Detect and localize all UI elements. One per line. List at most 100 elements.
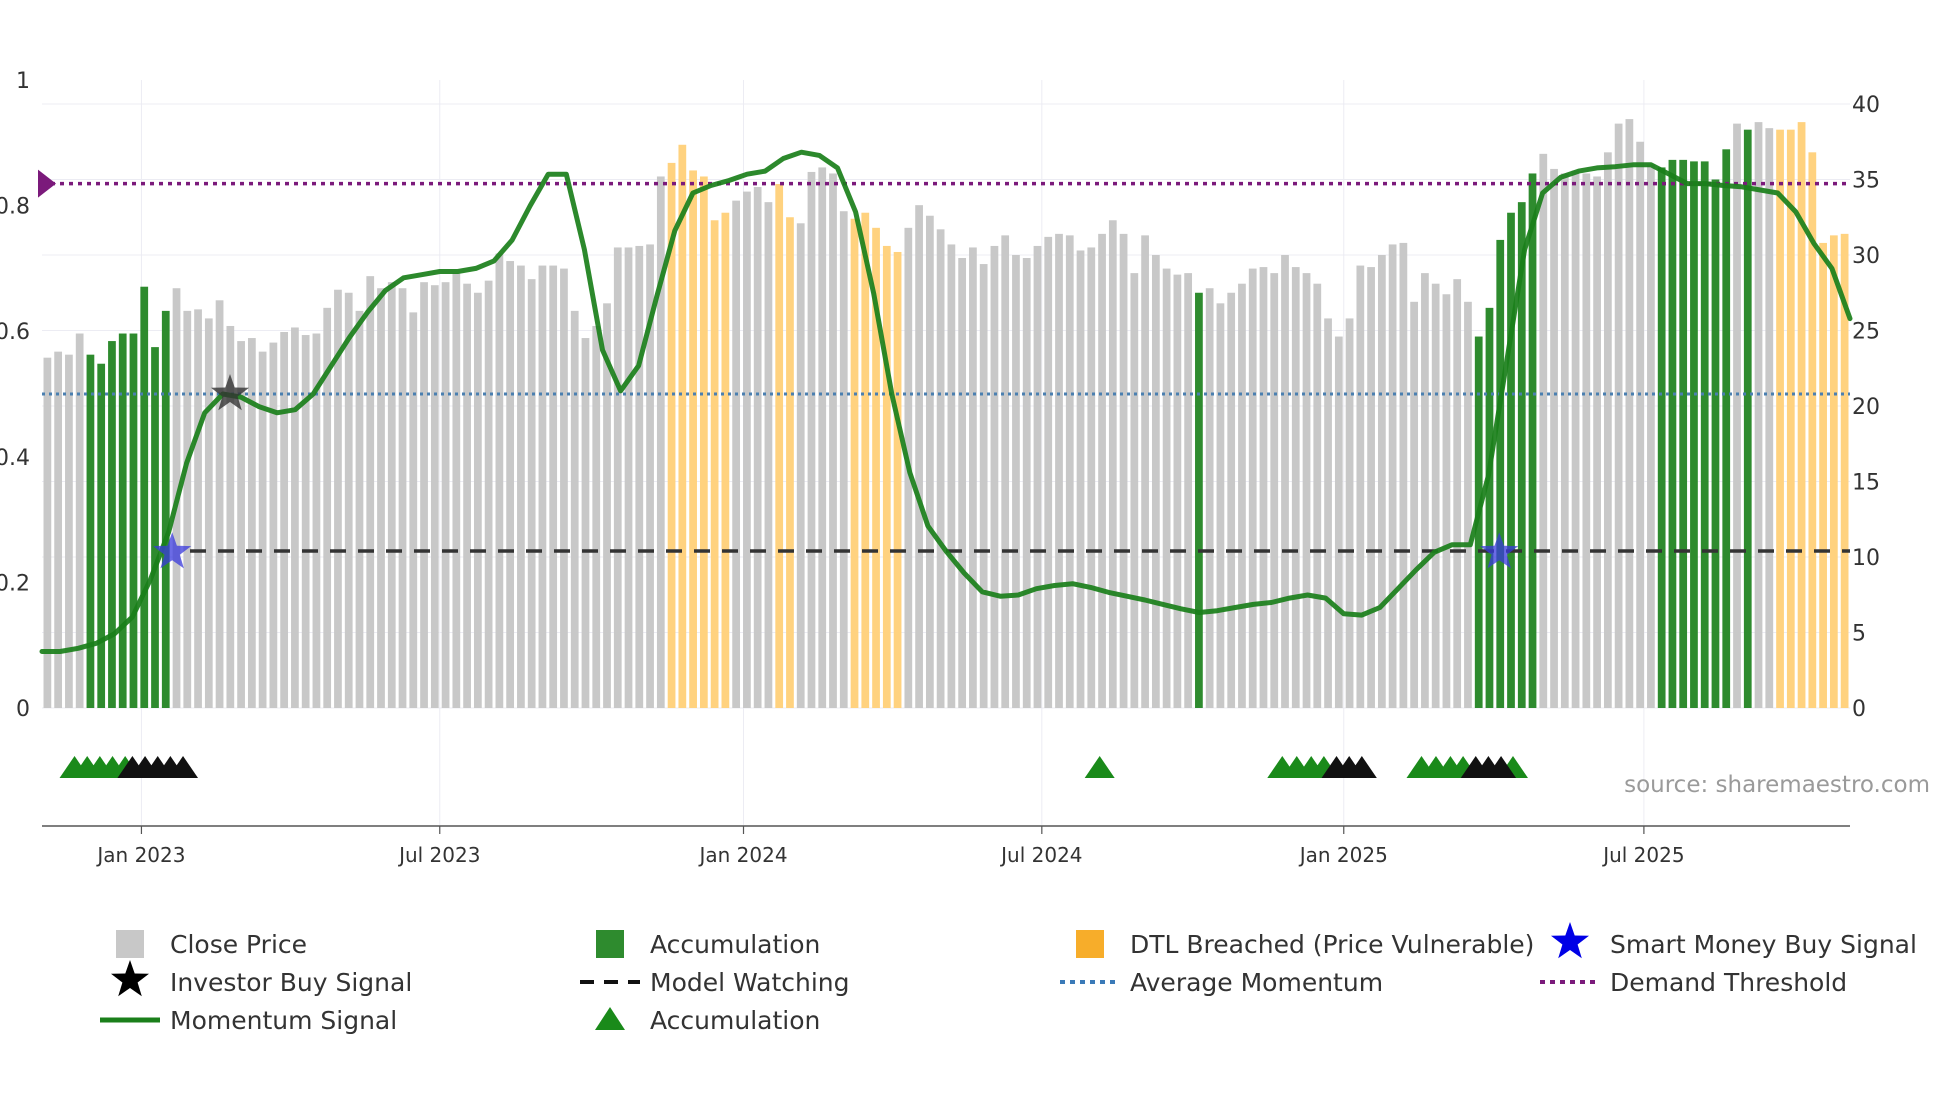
close-price-bar	[1421, 273, 1429, 708]
legend-label: Investor Buy Signal	[170, 968, 412, 997]
close-price-bar	[1324, 318, 1332, 708]
legend-item-average: Average Momentum	[1060, 968, 1383, 997]
reference-lines	[38, 169, 1850, 553]
close-price-bar	[441, 282, 450, 708]
legend-label: Model Watching	[650, 968, 850, 997]
breached-bar	[1797, 122, 1806, 709]
close-price-bar	[1560, 173, 1569, 708]
close-price-bar	[1151, 255, 1160, 708]
close-price-bar	[506, 261, 515, 708]
signal-markers	[153, 374, 1519, 569]
legend-swatch	[1076, 930, 1104, 958]
x-axis-tick: Jul 2024	[999, 843, 1082, 867]
legend-label: Demand Threshold	[1610, 968, 1847, 997]
close-price-bar	[829, 173, 837, 708]
close-price-bar	[753, 187, 762, 709]
breached-bar	[710, 220, 719, 708]
close-price-bar	[226, 325, 235, 708]
accumulation-bar	[151, 347, 159, 708]
close-price-bar	[581, 338, 590, 708]
close-price-bar	[1313, 283, 1322, 708]
legend-item-smart_money: Smart Money Buy Signal	[1551, 922, 1917, 959]
close-price-bar	[1022, 258, 1031, 708]
x-axis-tick: Jul 2023	[397, 843, 480, 867]
close-price-bar	[387, 282, 396, 708]
close-price-bar	[635, 245, 644, 708]
close-price-bar	[463, 283, 471, 708]
close-price-bar	[969, 247, 977, 708]
close-price-bar	[269, 342, 278, 708]
accumulation-bar	[1507, 212, 1515, 708]
accumulation-bar	[129, 333, 138, 708]
close-price-bar	[291, 327, 299, 708]
close-price-bar	[312, 333, 321, 708]
momentum-line-group	[39, 149, 1853, 654]
close-price-bar	[495, 253, 504, 709]
close-price-bar	[925, 215, 934, 709]
accumulation-bar	[1690, 161, 1698, 708]
close-price-bar	[280, 332, 289, 708]
close-price-bar	[1647, 164, 1655, 708]
legend-item-acc_marker: Accumulation	[595, 1006, 820, 1035]
accumulation-bar	[1711, 179, 1720, 708]
close-price-bar	[517, 265, 525, 708]
legend-star-icon	[111, 960, 149, 997]
legend-swatch	[116, 930, 144, 958]
close-price-bar	[355, 310, 364, 708]
close-price-bar	[1356, 265, 1365, 708]
smart-money-star	[1480, 532, 1519, 569]
breached-bar	[893, 251, 902, 709]
legend-label: Smart Money Buy Signal	[1610, 930, 1917, 959]
close-price-bar	[527, 279, 536, 708]
close-price-bar	[1044, 236, 1053, 708]
close-price-bar	[839, 211, 848, 708]
close-price-bar	[1388, 244, 1397, 708]
close-price-bar	[979, 264, 988, 708]
breached-bar	[1819, 242, 1827, 709]
close-price-bar	[237, 341, 245, 708]
breached-bar	[1829, 235, 1838, 708]
close-price-bar	[1227, 292, 1236, 708]
close-price-bar	[183, 310, 192, 708]
close-price-bar	[377, 288, 385, 708]
close-price-bar	[1098, 233, 1106, 709]
accumulation-bar	[1657, 167, 1666, 709]
close-price-bar	[334, 289, 342, 708]
close-price-bar	[1334, 336, 1343, 708]
close-price-bar	[1399, 242, 1408, 709]
close-price-bar	[549, 265, 558, 708]
close-price-bar	[1431, 283, 1440, 708]
close-price-bar	[818, 167, 827, 709]
breached-bar	[689, 170, 697, 708]
breached-bar	[699, 176, 708, 709]
close-price-bar	[732, 200, 741, 708]
accumulation-bar	[1722, 149, 1731, 709]
close-price-bar	[1593, 176, 1601, 709]
close-price-bar	[430, 285, 439, 708]
close-price-bar	[366, 276, 375, 708]
close-price-bar	[990, 245, 999, 708]
breached-bar	[850, 218, 859, 708]
legend-item-momentum: Momentum Signal	[100, 1006, 397, 1035]
legend: Close Price Accumulation DTL Breached (Pri…	[100, 922, 1917, 1035]
accumulation-bar	[1700, 161, 1709, 708]
close-price-bar	[1571, 170, 1580, 708]
close-price-bar	[1055, 233, 1063, 709]
close-price-bar	[1270, 273, 1279, 708]
legend-item-close: Close Price	[116, 930, 307, 959]
close-price-bar	[258, 351, 267, 708]
close-price-bar	[65, 354, 73, 708]
close-price-bar	[409, 312, 418, 708]
legend-star-icon	[1551, 922, 1589, 959]
left-axis-tick: 1	[16, 69, 30, 94]
close-price-bar	[1173, 274, 1182, 708]
accumulation-bar	[1743, 129, 1752, 709]
close-price-bar	[1377, 255, 1386, 708]
close-price-bar	[592, 325, 601, 708]
accumulation-bar	[1496, 239, 1505, 708]
breached-bar	[861, 212, 870, 708]
left-axis-tick: 0.8	[0, 195, 30, 220]
close-price-bar	[473, 292, 482, 708]
breached-bar	[882, 245, 891, 708]
